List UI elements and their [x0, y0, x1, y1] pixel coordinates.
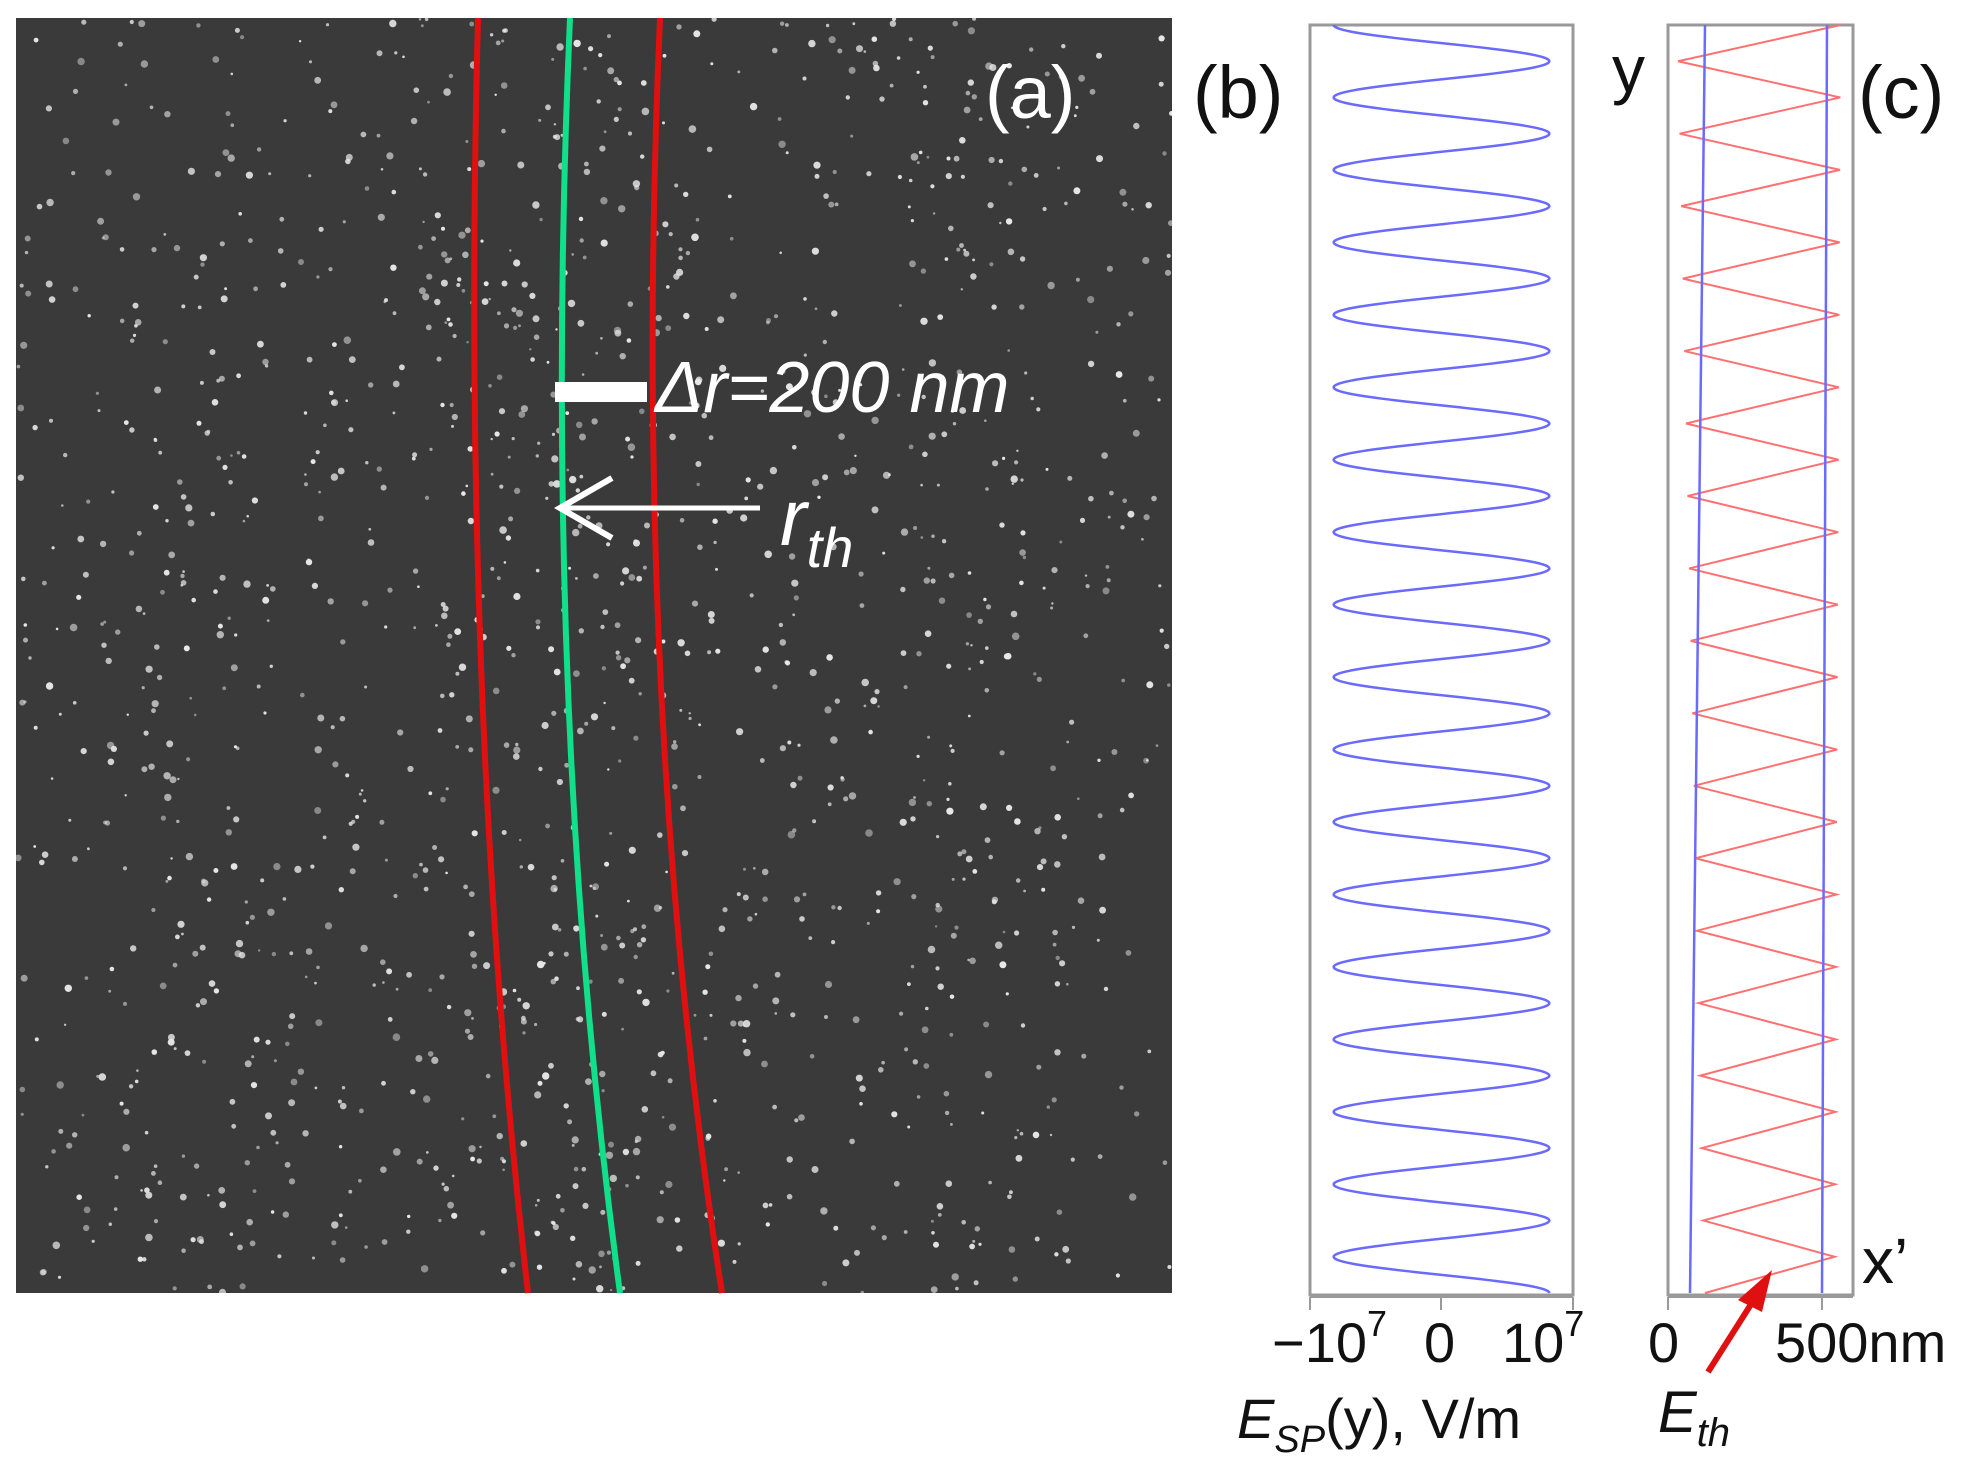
panel-b-label: (b) — [1193, 51, 1283, 134]
envelope-right-line — [1820, 24, 1829, 1294]
eth-annotation: Eth — [1658, 1380, 1730, 1455]
panel-a-label: (a) — [985, 51, 1075, 134]
eth-arrow-shaft — [1705, 1296, 1758, 1374]
esp-sinusoid-curve — [1332, 24, 1551, 1294]
right-boundary-curve — [649, 17, 725, 1294]
panel-c: (c) x’ 0 500nm Eth — [1648, 23, 1946, 1455]
panel-a: Δr=200 nm rth (a) — [16, 17, 1172, 1294]
delta-r-scale-bar — [555, 382, 647, 402]
envelope-left-line — [1688, 24, 1707, 1294]
delta-r-annotation: Δr=200 nm — [653, 348, 1009, 428]
panel-c-tick-label-zero: 0 — [1648, 1311, 1679, 1374]
panel-b-tick-label-min: −107 — [1272, 1303, 1387, 1374]
panel-c-label: (c) — [1858, 51, 1944, 134]
panel-b-tick-label-zero: 0 — [1424, 1311, 1455, 1374]
zigzag-curve — [1677, 24, 1841, 1294]
left-boundary-curve — [471, 17, 531, 1294]
rth-annotation: rth — [780, 473, 853, 579]
micrograph-background — [16, 18, 1172, 1293]
eth-arrow-head — [1738, 1270, 1772, 1312]
rth-arrow-head — [553, 475, 614, 541]
panel-c-x-axis-label: x’ — [1862, 1225, 1908, 1297]
panel-b-x-axis-label: ESP(y), V/m — [1237, 1387, 1521, 1461]
panel-b-y-axis-label: y — [1612, 32, 1645, 106]
panel-b: (b) y −107 0 107 ESP(y), V/m — [1193, 23, 1645, 1461]
threshold-curve — [558, 17, 623, 1294]
panel-b-x-axis — [1309, 1296, 1574, 1310]
panel-c-tick-label-500nm: 500nm — [1775, 1311, 1946, 1374]
panel-b-tick-label-max: 107 — [1502, 1303, 1584, 1374]
